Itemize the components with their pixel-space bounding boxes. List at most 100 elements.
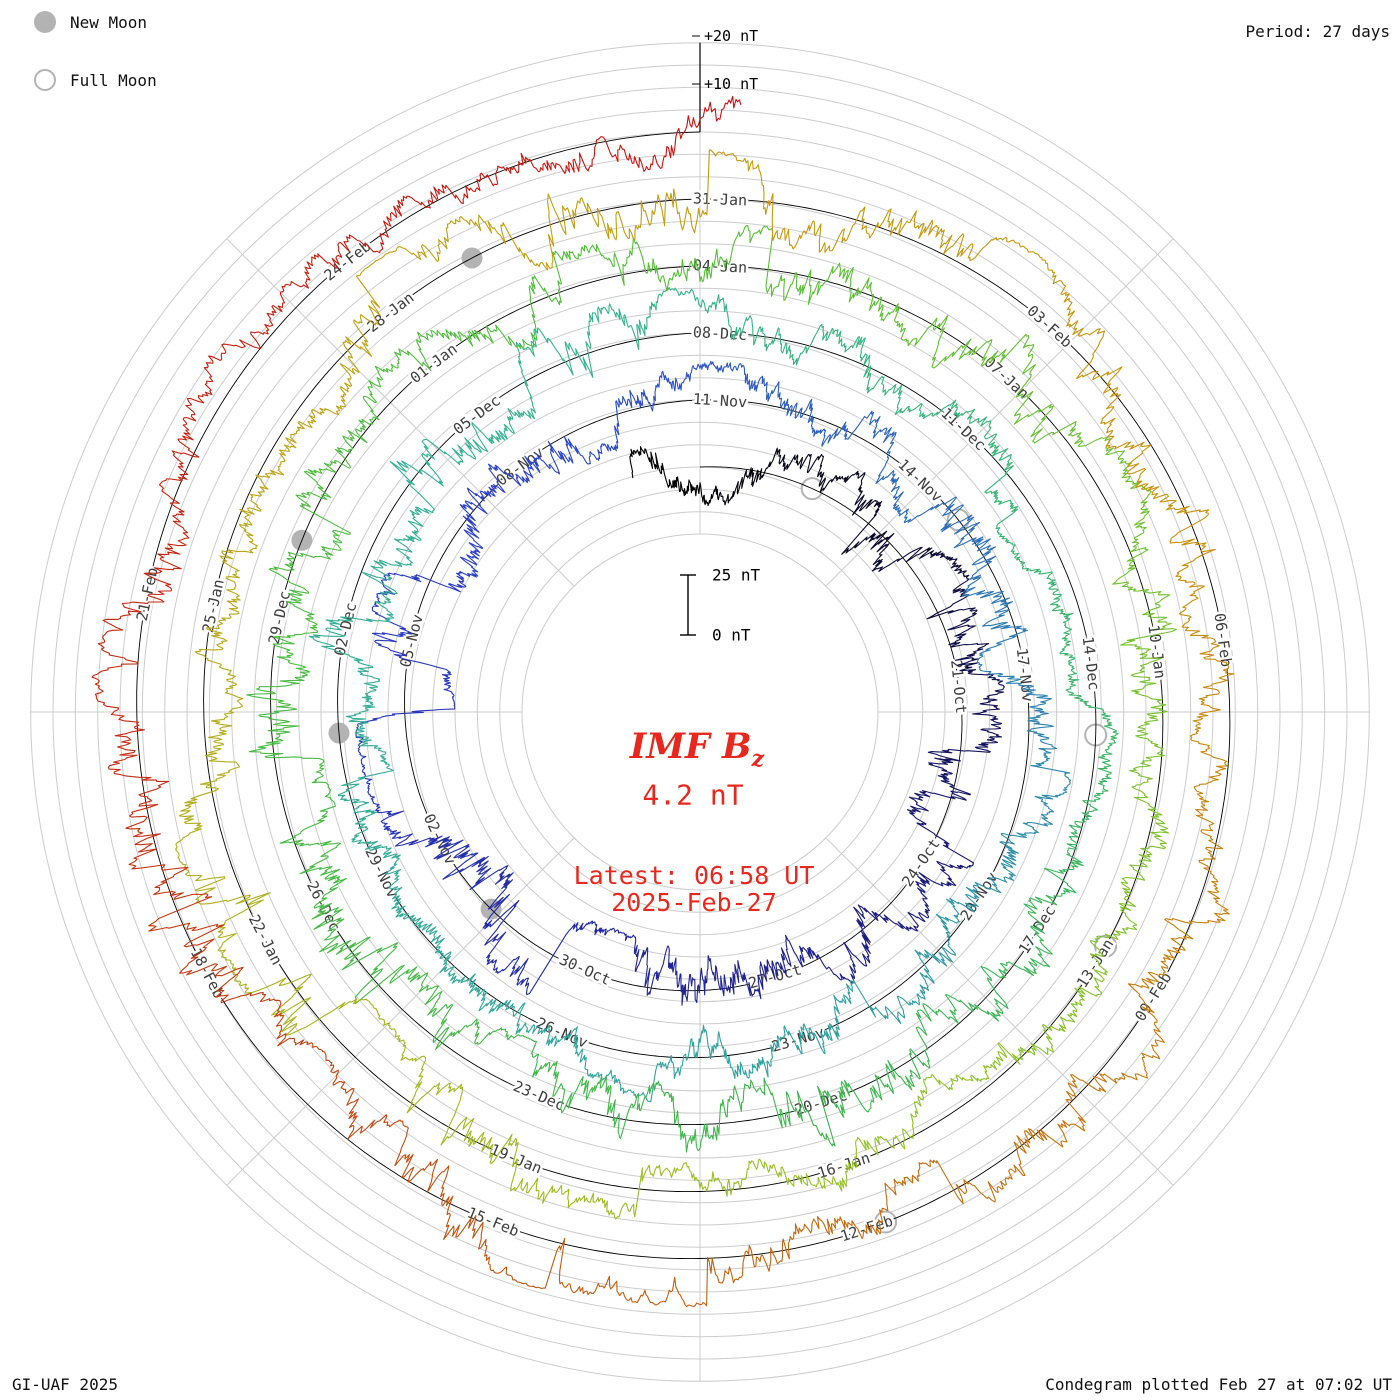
trace-segment — [432, 1003, 480, 1050]
trace-segment — [862, 354, 898, 396]
trace-segment — [644, 188, 704, 234]
trace-segment — [647, 101, 713, 171]
date-tick — [336, 647, 347, 651]
trace-segment — [221, 507, 262, 560]
date-tick — [444, 853, 454, 860]
trace-segment — [518, 152, 584, 175]
trace-segment — [523, 1237, 593, 1296]
trace-segment — [955, 642, 990, 675]
trace-segment — [459, 500, 484, 554]
trace-segment — [552, 1067, 596, 1114]
date-tick — [555, 1098, 560, 1108]
trace-segment — [1006, 239, 1058, 285]
trace-segment — [197, 343, 245, 399]
trace-segment — [371, 580, 407, 630]
date-label: 11-Nov — [692, 390, 747, 411]
date-tick — [509, 1224, 514, 1234]
trace-segment — [778, 323, 826, 366]
trace-segment — [465, 481, 506, 515]
grid-radial — [226, 837, 575, 1186]
legend-new-moon: New Moon — [34, 11, 147, 33]
trace-segment — [1181, 616, 1230, 672]
trace-segment — [841, 494, 883, 555]
grid-radial — [825, 238, 1174, 587]
trace-segment — [645, 257, 697, 292]
trace-segment — [467, 973, 502, 1014]
date-label: 27-Oct — [746, 960, 803, 992]
date-tick — [204, 624, 215, 627]
trace-segment — [926, 574, 976, 620]
trace-segment — [1120, 616, 1177, 673]
trace-segment — [771, 1090, 836, 1147]
date-tick — [814, 1028, 820, 1039]
trace-segment — [907, 809, 975, 870]
trace-segment — [321, 645, 381, 693]
trace-segment — [345, 691, 376, 732]
trace-segment — [636, 1080, 683, 1141]
trace-segment — [1129, 831, 1170, 881]
trace-segment — [370, 538, 413, 581]
trace-segment — [884, 993, 923, 1025]
trace-segment — [564, 312, 600, 378]
trace-segment — [1198, 851, 1230, 922]
trace-segment — [821, 410, 875, 447]
trace-segment — [371, 627, 450, 672]
scale-bar-label: 0 nT — [712, 626, 751, 645]
trace-segment — [690, 1024, 732, 1068]
trace-segment — [1117, 453, 1152, 507]
trace-segment — [210, 670, 244, 726]
trace-segment — [541, 193, 586, 271]
trace-segment — [1126, 444, 1174, 503]
trace-segment — [757, 954, 787, 990]
trace-segment — [361, 571, 398, 621]
date-tick — [138, 612, 149, 616]
trace-segment — [928, 762, 971, 801]
trace-segment — [560, 1185, 615, 1216]
trace-segment — [695, 955, 729, 1004]
legend-full-moon: Full Moon — [34, 69, 157, 91]
trace-segment — [342, 305, 379, 375]
trace-segment — [935, 913, 959, 963]
trace-segment — [1013, 390, 1063, 444]
trace-segment — [629, 446, 661, 479]
trace-segment — [421, 437, 477, 466]
period-label: Period: 27 days — [1245, 22, 1391, 41]
trace-segment — [795, 262, 854, 306]
date-tick — [944, 411, 952, 421]
trace-segment — [953, 536, 997, 577]
trace-segment — [1030, 749, 1072, 795]
trace-segment — [186, 963, 267, 1004]
trace-segment — [441, 670, 455, 702]
trace-segment — [398, 329, 453, 372]
trace-segment — [835, 470, 866, 498]
trace-segment — [486, 955, 529, 986]
trace-segment — [907, 883, 930, 928]
date-tick — [532, 1161, 537, 1171]
trace-segment — [688, 479, 715, 507]
trace-segment — [597, 401, 620, 460]
date-tick — [1016, 653, 1027, 657]
trace-segment — [125, 780, 170, 850]
trace-segment — [363, 773, 381, 811]
trace-segment — [389, 1119, 439, 1183]
trace-segment — [405, 966, 443, 1016]
trace-segment — [872, 416, 897, 477]
trace-segment — [733, 315, 780, 352]
trace-segment — [930, 550, 967, 577]
trace-segment — [646, 287, 692, 328]
trace-segment — [983, 420, 1012, 466]
date-label: 10-Jan — [1144, 624, 1169, 680]
trace-segment — [281, 253, 343, 293]
trace-segment — [681, 1098, 729, 1153]
trace-segment — [343, 1087, 391, 1140]
trace-segment — [1127, 960, 1169, 1033]
trace-segment — [894, 496, 957, 524]
trace-segment — [158, 463, 189, 537]
trace-segment — [780, 1166, 843, 1192]
trace-segment — [658, 1256, 726, 1308]
date-label: 30-Oct — [556, 950, 613, 989]
trace-segment — [1043, 847, 1085, 896]
trace-segment — [388, 886, 417, 921]
latest-date-label: 2025-Feb-27 — [611, 888, 777, 917]
trace-segment — [869, 1060, 915, 1103]
